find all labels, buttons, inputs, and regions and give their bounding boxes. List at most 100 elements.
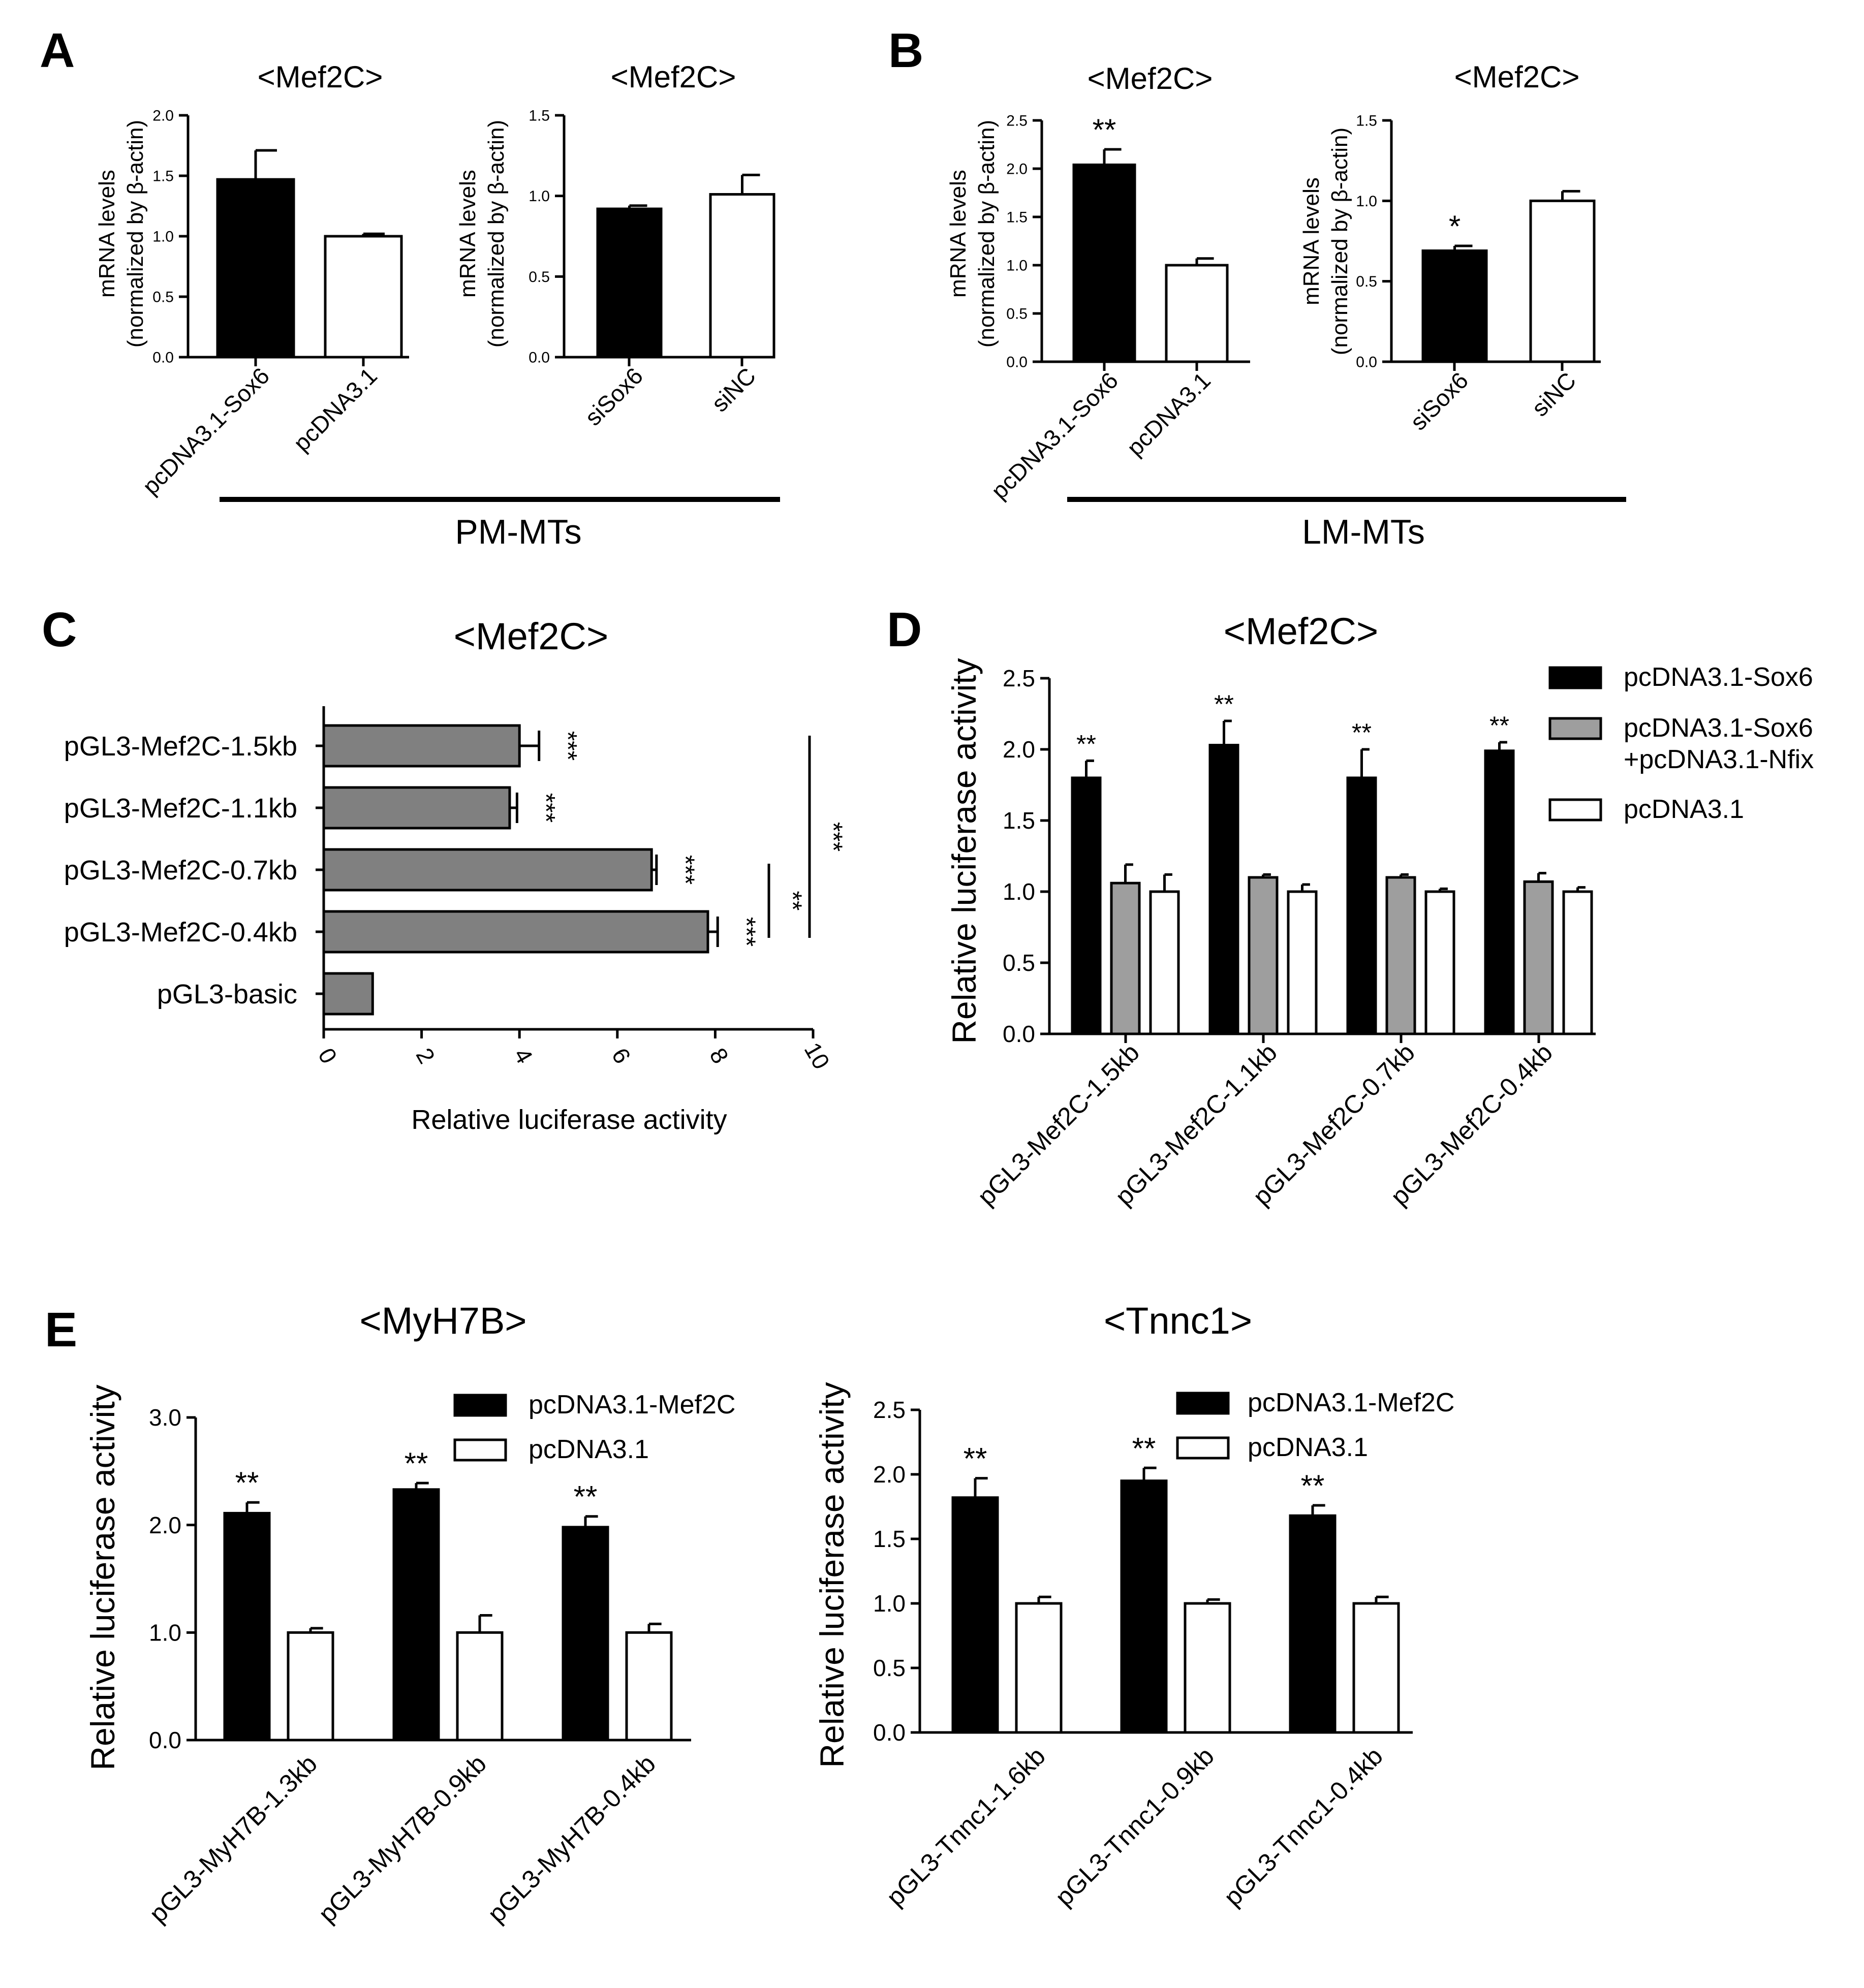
chart-e-tnnc1: <Tnnc1> Relative luciferase activity 0.0 0.… xyxy=(813,1300,1454,1912)
significance-label: *** xyxy=(732,917,761,946)
y-tick-label: 0.0 xyxy=(529,350,550,366)
x-category-label: pGL3-Tnnc1-0.9kb xyxy=(1049,1742,1219,1911)
bar xyxy=(1184,1602,1231,1734)
y-tick-label: 0.0 xyxy=(1006,354,1028,371)
y-tick-label: 0.5 xyxy=(152,289,174,306)
y-tick-label: 0.5 xyxy=(1356,273,1377,290)
y-axis-label: Relative luciferase activity xyxy=(945,658,983,1044)
y-axis-label-line: mRNA levels xyxy=(1299,177,1324,305)
y-tick-label: 1.0 xyxy=(1006,258,1028,274)
y-tick-label: 2.0 xyxy=(1006,161,1028,178)
x-category-label: siSox6 xyxy=(580,362,648,430)
bar xyxy=(216,178,295,359)
chart-a-sisox6: <Mef2C> mRNA levels (normalized by β-actin… xyxy=(455,60,775,431)
x-category-label: pcDNA3.1-Sox6 xyxy=(986,367,1123,504)
bar xyxy=(1385,876,1416,1035)
y-tick-label: 2.5 xyxy=(1003,665,1035,691)
group-label-pm: PM-MTs xyxy=(455,513,581,551)
panel-letter-b: B xyxy=(888,23,923,78)
legend-label: pcDNA3.1-Mef2C xyxy=(529,1390,735,1419)
x-tick-label: 4 xyxy=(509,1044,538,1068)
bar xyxy=(1346,776,1377,1035)
y-tick-label: 2.0 xyxy=(152,108,174,124)
bar xyxy=(1529,199,1596,363)
legend-label-line: pcDNA3.1-Sox6 xyxy=(1624,713,1813,743)
significance-label: ** xyxy=(574,1480,598,1514)
x-axis-label: Relative luciferase activity xyxy=(411,1105,727,1135)
significance-label: ** xyxy=(1489,711,1509,740)
significance-label: * xyxy=(1449,209,1461,243)
y-category-label: pGL3-Mef2C-0.4kb xyxy=(64,917,297,948)
legend-label: pcDNA3.1 xyxy=(1248,1433,1368,1462)
significance-label: ** xyxy=(235,1466,259,1500)
y-category-label: pGL3-basic xyxy=(157,979,297,1009)
panel-letter-d: D xyxy=(887,603,922,657)
y-tick-label: 0.0 xyxy=(1003,1021,1035,1047)
y-tick-label: 1.5 xyxy=(873,1526,906,1552)
panel-letter-e: E xyxy=(45,1303,77,1357)
legend-label: pcDNA3.1 xyxy=(529,1435,649,1464)
chart-title: <Mef2C> xyxy=(454,615,608,657)
bar xyxy=(1110,881,1141,1035)
x-tick-label: 10 xyxy=(799,1038,835,1074)
x-category-label: pGL3-MyH7B-0.9kb xyxy=(313,1749,492,1928)
bar xyxy=(322,972,374,1016)
bar xyxy=(1562,890,1593,1035)
y-axis-label: mRNA levels (normalized by β-actin) xyxy=(946,120,999,348)
bar xyxy=(322,848,653,892)
y-axis-label: mRNA levels (normalized by β-actin) xyxy=(455,120,509,348)
y-tick-label: 0.0 xyxy=(149,1727,181,1753)
y-axis-label: mRNA levels (normalized by β-actin) xyxy=(1299,128,1352,355)
y-tick-label: 1.5 xyxy=(1006,209,1028,226)
chart-e-myh7b: <MyH7B> Relative luciferase activity 0.0 1.… xyxy=(84,1300,735,1928)
y-tick-label: 1.5 xyxy=(152,168,174,185)
legend-label: pcDNA3.1-Sox6 +pcDNA3.1-Nfix xyxy=(1624,713,1814,774)
y-axis-label-line: mRNA levels xyxy=(455,170,480,298)
legend-swatch xyxy=(453,1438,507,1462)
chart-title: <Mef2C> xyxy=(1088,61,1213,96)
y-tick-label: 2.0 xyxy=(873,1461,906,1488)
significance-label: ** xyxy=(1093,113,1116,147)
legend-swatch xyxy=(1176,1436,1230,1460)
bar xyxy=(1287,890,1318,1035)
chart-title: <Mef2C> xyxy=(258,60,383,94)
bar xyxy=(1015,1602,1063,1734)
bar xyxy=(1071,776,1102,1035)
bar xyxy=(287,1631,334,1742)
x-category-label: pcDNA3.1 xyxy=(1122,367,1216,461)
y-axis-label: Relative luciferase activity xyxy=(813,1382,851,1768)
legend-label: pcDNA3.1-Mef2C xyxy=(1248,1388,1454,1417)
chart-title: <Tnnc1> xyxy=(1104,1300,1252,1342)
significance-label: *** xyxy=(671,855,700,885)
legend-swatch xyxy=(1176,1392,1230,1415)
x-category-label: siNC xyxy=(1527,367,1581,421)
bar xyxy=(322,724,521,768)
bar xyxy=(1120,1479,1168,1734)
chart-a-pcdna-sox6: <Mef2C> mRNA levels (normalized by β-actin… xyxy=(95,60,409,499)
x-category-label: pcDNA3.1 xyxy=(288,362,382,456)
bar xyxy=(456,1631,504,1742)
y-category-label: pGL3-Mef2C-1.1kb xyxy=(64,793,297,824)
y-tick-label: 0.0 xyxy=(1356,354,1377,371)
chart-b-sisox6: <Mef2C> mRNA levels (normalized by β-actin… xyxy=(1299,60,1601,435)
significance-label: ** xyxy=(1132,1431,1156,1465)
bar xyxy=(562,1526,609,1742)
x-category-label: pGL3-Tnnc1-0.4kb xyxy=(1218,1742,1388,1911)
chart-c-promoter-deletion: <Mef2C> 0 2 4 6 8 10 Relative luciferase activi… xyxy=(64,615,848,1135)
panel-letter-a: A xyxy=(40,23,75,78)
significance-label: ** xyxy=(1301,1469,1325,1503)
bar xyxy=(1208,744,1239,1035)
bar xyxy=(392,1488,440,1742)
y-tick-label: 2.0 xyxy=(1003,736,1035,763)
legend-swatch xyxy=(1548,717,1602,740)
bar xyxy=(1165,264,1229,363)
y-tick-label: 0.5 xyxy=(529,269,550,286)
bar xyxy=(1352,1602,1400,1734)
bar xyxy=(1248,876,1279,1035)
y-tick-label: 1.0 xyxy=(149,1619,181,1646)
y-axis-label-line: (normalized by β-actin) xyxy=(1327,128,1352,355)
y-axis-label: Relative luciferase activity xyxy=(84,1384,121,1770)
y-tick-label: 0.5 xyxy=(873,1655,906,1681)
legend-swatch xyxy=(1548,798,1602,822)
x-tick-label: 2 xyxy=(411,1044,441,1068)
